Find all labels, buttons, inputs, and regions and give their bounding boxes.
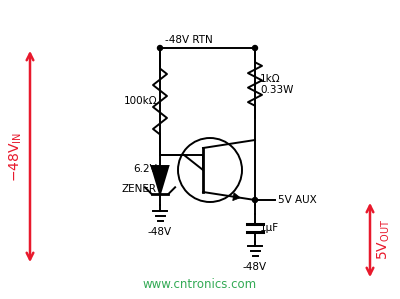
- Text: 5V AUX: 5V AUX: [278, 195, 317, 205]
- Text: -48V: -48V: [243, 262, 267, 272]
- Text: 6.2V: 6.2V: [133, 164, 157, 174]
- Text: 1μF: 1μF: [260, 223, 279, 233]
- Polygon shape: [152, 166, 168, 194]
- Circle shape: [252, 45, 258, 51]
- Text: -48V RTN: -48V RTN: [165, 35, 213, 45]
- Text: ZENER: ZENER: [122, 184, 157, 194]
- Text: 0.33W: 0.33W: [260, 85, 293, 95]
- Polygon shape: [233, 193, 240, 201]
- Text: $5\mathregular{V}_{\mathregular{OUT}}$: $5\mathregular{V}_{\mathregular{OUT}}$: [376, 219, 392, 260]
- Text: $-48\mathregular{V}_{\mathregular{IN}}$: $-48\mathregular{V}_{\mathregular{IN}}$: [8, 132, 24, 181]
- Text: -48V: -48V: [148, 227, 172, 237]
- Circle shape: [158, 45, 162, 51]
- Text: 100kΩ: 100kΩ: [123, 97, 157, 106]
- Circle shape: [252, 198, 258, 202]
- Text: www.cntronics.com: www.cntronics.com: [143, 278, 257, 291]
- Text: 1kΩ: 1kΩ: [260, 74, 281, 84]
